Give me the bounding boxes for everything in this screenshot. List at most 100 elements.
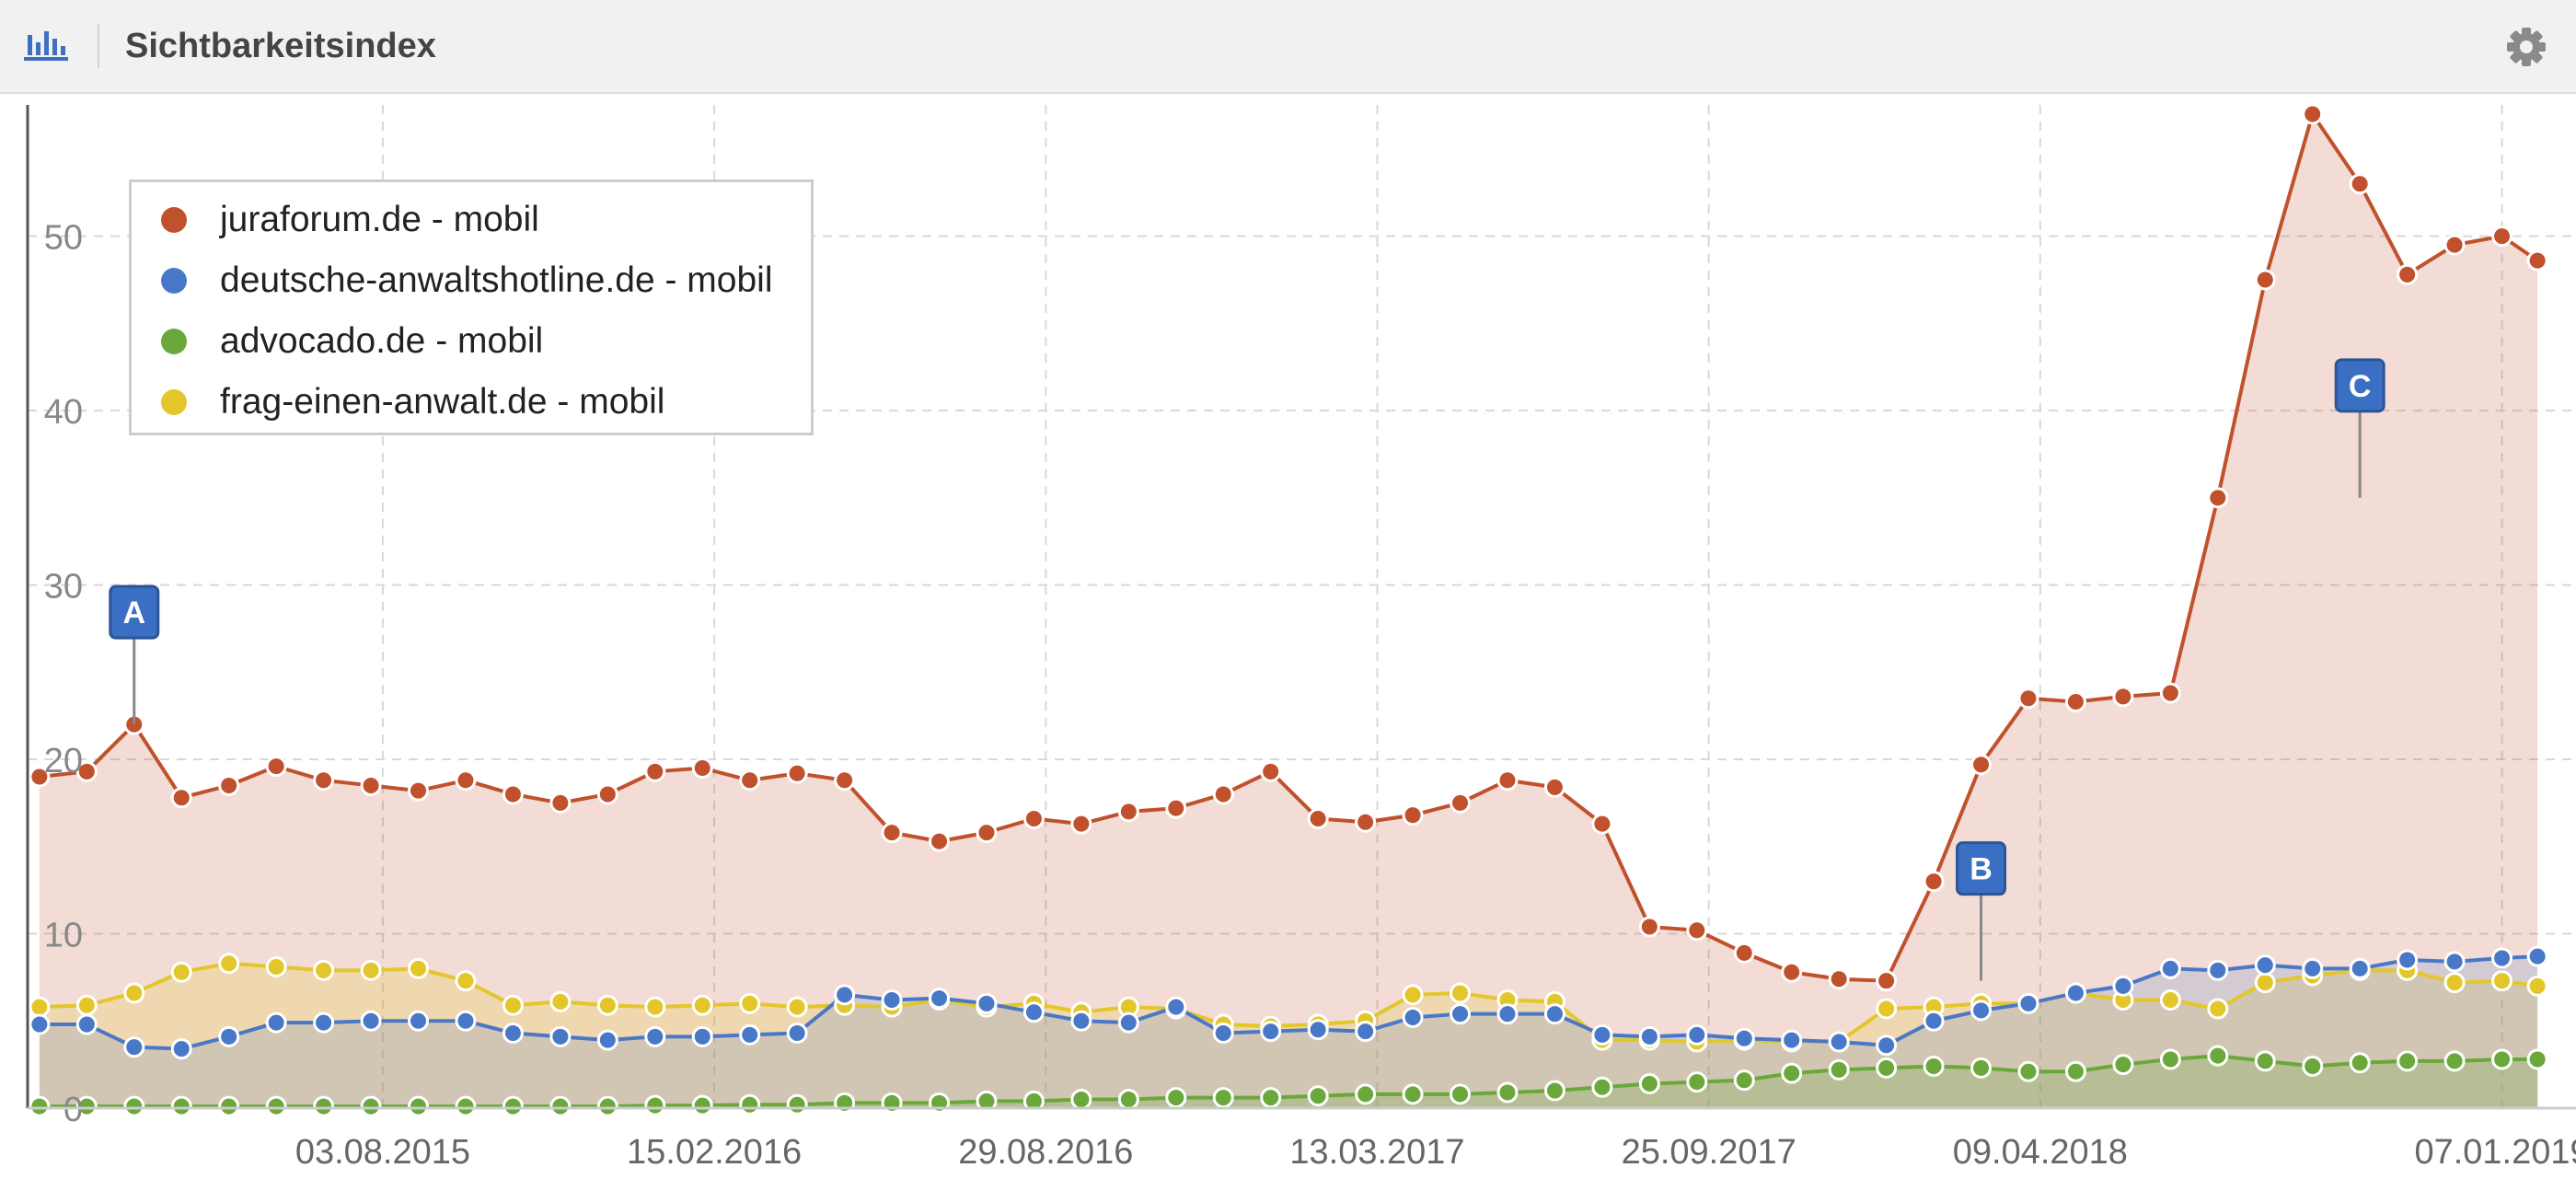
data-point xyxy=(1591,1076,1613,1098)
data-point xyxy=(1591,1023,1613,1046)
data-point xyxy=(29,1095,51,1117)
data-point xyxy=(1402,984,1424,1006)
data-point xyxy=(170,1038,192,1060)
data-point xyxy=(2064,691,2086,713)
data-point xyxy=(265,1095,287,1117)
data-point xyxy=(1496,1003,1519,1025)
bar-chart-icon[interactable] xyxy=(20,20,72,72)
data-point xyxy=(2526,249,2548,272)
data-point xyxy=(691,757,713,780)
data-point xyxy=(170,961,192,983)
series-area-3 xyxy=(39,963,2538,1108)
header-separator xyxy=(98,24,99,68)
data-point xyxy=(1496,1081,1519,1104)
data-point xyxy=(2397,263,2419,285)
data-point xyxy=(2526,1048,2548,1070)
data-point xyxy=(218,953,240,975)
data-point xyxy=(2349,957,2371,979)
x-tick-label: 07.01.2019 xyxy=(2414,1133,2576,1172)
data-point xyxy=(313,959,335,981)
data-point xyxy=(1260,760,1282,782)
data-point xyxy=(1781,1062,1803,1084)
data-point xyxy=(1165,1087,1187,1109)
data-point xyxy=(2491,947,2513,969)
data-point xyxy=(218,1025,240,1047)
data-point xyxy=(644,1094,666,1116)
data-point xyxy=(2207,1045,2229,1067)
data-point xyxy=(596,783,618,805)
data-point xyxy=(2112,975,2134,997)
data-point xyxy=(1828,1058,1850,1081)
data-point xyxy=(29,1013,51,1035)
data-point xyxy=(1355,1021,1377,1043)
legend-item-advocado[interactable]: advocado.de - mobil xyxy=(146,313,809,368)
data-point xyxy=(1212,1023,1234,1045)
data-point xyxy=(1022,1090,1045,1112)
data-point xyxy=(691,994,713,1016)
y-tick-label: 40 xyxy=(44,393,83,432)
data-point xyxy=(1070,1089,1092,1111)
data-point xyxy=(218,1095,240,1117)
data-point xyxy=(1828,1031,1850,1053)
data-point xyxy=(408,1095,430,1117)
legend-label-advocado: advocado.de - mobil xyxy=(220,321,544,361)
data-point xyxy=(549,792,572,814)
annotation-flag xyxy=(2334,358,2385,413)
data-point xyxy=(644,760,666,782)
data-point xyxy=(75,760,98,782)
data-point xyxy=(834,984,856,1006)
data-point xyxy=(2159,989,2181,1011)
data-point xyxy=(2526,975,2548,997)
data-point xyxy=(1876,970,1898,992)
legend-label-frag: frag-einen-anwalt.de - mobil xyxy=(220,382,665,422)
data-point xyxy=(2112,686,2134,708)
annotation-flag xyxy=(1956,841,2007,896)
data-point xyxy=(644,996,666,1018)
data-point xyxy=(596,994,618,1016)
data-point xyxy=(1212,783,1234,805)
data-point xyxy=(2443,972,2466,994)
data-point xyxy=(2064,1060,2086,1082)
data-point xyxy=(75,1013,98,1035)
data-point xyxy=(1876,1034,1898,1057)
data-point xyxy=(1828,968,1850,990)
data-point xyxy=(2491,970,2513,992)
series-area-2 xyxy=(39,1056,2538,1108)
data-point xyxy=(2064,982,2086,1004)
legend-item-frag[interactable]: frag-einen-anwalt.de - mobil xyxy=(146,374,809,429)
gear-icon[interactable] xyxy=(2501,22,2551,72)
data-point xyxy=(929,830,951,852)
legend-item-juraforum[interactable]: juraforum.de - mobil xyxy=(146,191,809,247)
chart-header: Sichtbarkeitsindex xyxy=(0,0,2576,94)
legend-marker-juraforum xyxy=(161,207,187,233)
data-point xyxy=(881,822,903,844)
data-point xyxy=(786,1023,808,1045)
series-points xyxy=(29,103,2548,1117)
data-point xyxy=(1638,916,1660,938)
data-point xyxy=(502,994,524,1016)
data-point xyxy=(1686,1071,1708,1093)
data-point xyxy=(29,996,51,1018)
data-point xyxy=(1923,1010,1945,1032)
data-point xyxy=(1307,1019,1329,1041)
data-point xyxy=(2207,487,2229,509)
data-point xyxy=(2017,1060,2039,1082)
data-point xyxy=(2254,972,2276,994)
x-tick-label: 09.04.2018 xyxy=(1953,1133,2128,1172)
annotation-flag xyxy=(109,584,160,640)
data-point xyxy=(1307,1085,1329,1107)
data-point xyxy=(2159,682,2181,704)
axes: 0 10 20 30 40 50 03.08.2015 15.02.2016 29.08.201… xyxy=(26,105,2576,1172)
data-point xyxy=(1591,813,1613,835)
y-tick-label: 30 xyxy=(44,568,83,607)
data-point xyxy=(2443,234,2466,256)
data-point xyxy=(2526,945,2548,967)
data-point xyxy=(2254,1050,2276,1072)
data-point xyxy=(691,1025,713,1047)
data-point xyxy=(313,769,335,792)
legend-label-anwaltshotline: deutsche-anwaltshotline.de - mobil xyxy=(220,260,773,300)
data-point xyxy=(265,756,287,778)
legend-item-anwaltshotline[interactable]: deutsche-anwaltshotline.de - mobil xyxy=(146,252,809,307)
data-point xyxy=(1260,1021,1282,1043)
data-point xyxy=(1781,961,1803,983)
